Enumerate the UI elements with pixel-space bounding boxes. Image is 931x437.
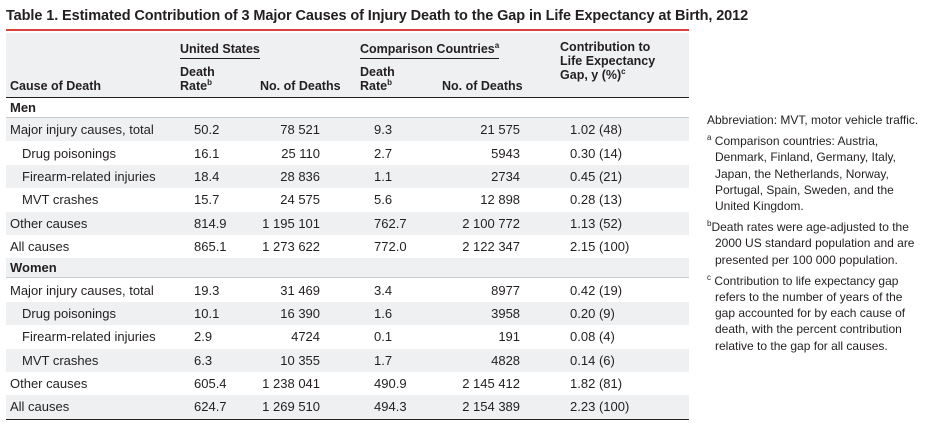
table-header: United States Comparison Countriesa Cont… xyxy=(6,33,690,98)
table-row: Other causes 814.9 1 195 101 762.7 2 100 772… xyxy=(6,211,690,235)
contribution-header: Contribution to Life Expectancy Gap, y (… xyxy=(560,40,656,82)
data-table-container: United States Comparison Countriesa Cont… xyxy=(6,33,690,420)
cmp-deaths-header: No. of Deaths xyxy=(442,79,523,93)
footnote-b: bDeath rates were age-adjusted to the 20… xyxy=(707,219,915,267)
table-title: Table 1. Estimated Contribution of 3 Maj… xyxy=(6,8,748,31)
us-death-rate-header: Death Rateb xyxy=(180,65,215,93)
table-row: All causes 624.7 1 269 510 494.3 2 154 389 2.… xyxy=(6,395,690,420)
table-row: Firearm-related injuries 18.4 28 836 1.1 273… xyxy=(6,164,690,189)
cmp-death-rate-header: Death Rateb xyxy=(360,65,395,93)
table-row: Drug poisonings 10.1 16 390 1.6 3958 0.20 (9) xyxy=(6,301,690,326)
data-table: United States Comparison Countriesa Cont… xyxy=(6,33,690,420)
abbreviation-note: Abbreviation: MVT, motor vehicle traffic… xyxy=(707,113,919,127)
table-row: MVT crashes 6.3 10 355 1.7 4828 0.14 (6) xyxy=(6,348,690,372)
us-deaths-header: No. of Deaths xyxy=(260,79,341,93)
comparison-group-header: Comparison Countriesa xyxy=(354,33,554,59)
table-row: All causes 865.1 1 273 622 772.0 2 122 347 2.… xyxy=(10,239,630,255)
table-row: Other causes 605.4 1 238 041 490.9 2 145 412… xyxy=(10,376,623,392)
table-row: Major injury causes, total 50.2 78 521 9.3 2… xyxy=(6,117,690,142)
footnote-a: a Comparison countries: Austria, Denmark… xyxy=(707,133,896,214)
table-row: Firearm-related injuries 2.9 4724 0.1 191 0.0… xyxy=(22,329,615,345)
section-row-men: Men xyxy=(10,100,36,115)
table-row: Drug poisonings 16.1 25 110 2.7 5943 0.30 (14… xyxy=(22,145,623,161)
cause-header: Cause of Death xyxy=(10,79,101,93)
table-body: Men Major injury causes, total 50.2 78 521… xyxy=(6,98,690,420)
footnote-c: c Contribution to life expectancy gap re… xyxy=(707,272,906,353)
section-row-women: Women xyxy=(6,258,690,278)
us-group-header: United States xyxy=(174,33,354,59)
table-row: Major injury causes, total 19.3 31 469 3.4 8… xyxy=(6,277,690,302)
table-footnotes: Abbreviation: MVT, motor vehicle traffic… xyxy=(707,112,919,358)
table-row: MVT crashes 15.7 24 575 5.6 12 898 0.28 (13) xyxy=(22,192,623,208)
